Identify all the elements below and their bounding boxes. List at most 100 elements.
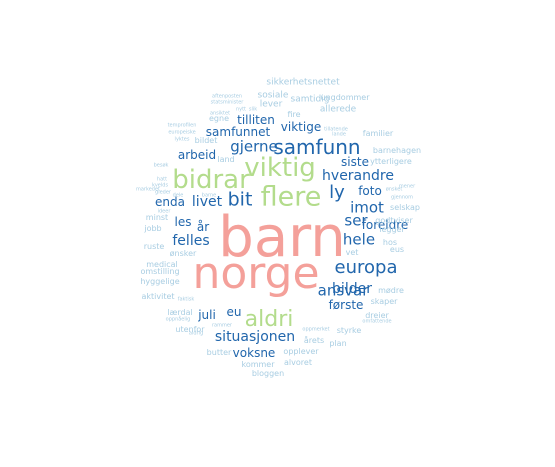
word-37: lever <box>259 99 283 110</box>
word-22: samfunnet <box>205 125 271 139</box>
word-60: hyggelige <box>140 277 180 286</box>
word-54: minst <box>145 213 169 222</box>
word-8: europa <box>334 257 398 278</box>
word-74: bloggen <box>251 369 285 378</box>
word-66: dreier <box>365 311 389 320</box>
word-41: allerede <box>319 104 357 115</box>
word-46: land <box>217 155 235 164</box>
word-30: foreldre <box>361 218 409 232</box>
word-39: ungdommer <box>320 93 370 102</box>
word-101: omfattende <box>362 318 392 325</box>
word-20: situasjonen <box>214 329 296 345</box>
word-9: bit <box>227 188 253 211</box>
word-10: ly <box>329 182 345 203</box>
word-79: ansiktet <box>209 110 231 117</box>
word-69: plan <box>329 339 347 348</box>
word-55: jobb <box>144 224 162 233</box>
word-43: familier <box>362 129 394 138</box>
word-34: voksne <box>232 346 276 360</box>
word-44: barnehagen <box>372 146 422 155</box>
word-56: ruste <box>143 242 165 251</box>
word-81: europeiske <box>168 129 196 136</box>
word-15: hele <box>342 230 376 249</box>
word-53: vet <box>345 248 359 257</box>
word-95: barne <box>201 192 217 199</box>
word-27: enda <box>155 195 185 209</box>
word-57: ønsker <box>169 249 197 258</box>
word-71: opplever <box>283 347 319 356</box>
word-63: skaper <box>370 297 398 306</box>
word-29: år <box>196 220 210 234</box>
word-21: arbeid <box>177 148 217 162</box>
word-26: foto <box>358 184 382 198</box>
word-61: aktivitet <box>141 292 175 301</box>
word-85: besøk <box>153 162 169 169</box>
word-88: gleder <box>155 189 171 196</box>
word-38: samtidig <box>290 94 330 105</box>
word-35: sikkerhetsnettet <box>266 77 340 88</box>
word-86: hatt <box>156 176 168 183</box>
word-2: norge <box>192 248 320 299</box>
word-92: mener <box>398 183 416 190</box>
word-51: hos <box>382 238 398 247</box>
word-94: dele <box>172 192 184 199</box>
word-7: samfunn <box>273 135 361 159</box>
word-68: årets <box>303 336 325 345</box>
word-67: styrke <box>336 326 362 335</box>
word-99: oppnåelig <box>165 316 191 323</box>
word-72: alvoret <box>284 358 312 367</box>
word-16: ansvar <box>317 281 369 300</box>
word-78: slik <box>248 106 258 113</box>
word-96: faktisk <box>177 296 195 303</box>
word-87: kvelds <box>151 182 169 189</box>
word-33: eu <box>226 305 242 319</box>
word-5: flere <box>260 181 322 213</box>
word-52: eus <box>389 245 405 254</box>
word-90: ønsket <box>385 186 403 193</box>
word-80: temprofilen <box>167 122 197 129</box>
word-12: hverandre <box>322 168 394 184</box>
word-73: kommer <box>241 360 275 369</box>
word-36: sosiale <box>257 90 289 101</box>
word-83: tillatende <box>324 126 348 133</box>
word-40: fire <box>287 110 301 119</box>
word-62: mødre <box>378 286 404 295</box>
word-49: selskap <box>390 203 420 212</box>
word-76: statsminister <box>210 99 244 106</box>
word-93: gjennom <box>391 194 413 201</box>
word-13: imot <box>350 198 384 217</box>
word-14: ser <box>344 211 368 230</box>
word-48: godtviser <box>375 216 413 225</box>
word-3: bidrar <box>172 165 250 195</box>
word-6: aldri <box>244 307 294 332</box>
word-58: medical <box>146 260 178 269</box>
word-97: oppmerket <box>302 326 330 333</box>
word-25: siste <box>341 155 369 169</box>
word-59: omstilling <box>140 267 180 276</box>
word-11: gjerne <box>230 137 278 156</box>
word-91: ideer <box>157 208 171 215</box>
word-47: bildet <box>194 136 218 145</box>
word-84: lande <box>332 131 346 138</box>
word-75: aftenposten <box>212 93 242 100</box>
word-17: felles <box>172 233 210 249</box>
word-50: legger <box>379 225 405 234</box>
word-98: rammer <box>212 322 232 329</box>
word-32: juli <box>198 308 216 322</box>
word-77: nytt <box>235 106 247 113</box>
word-4: viktig <box>244 153 316 183</box>
word-45: ytterligere <box>370 157 412 166</box>
word-28: les <box>174 215 192 229</box>
word-70: butter <box>206 348 232 357</box>
word-64: lærdal <box>167 308 193 317</box>
word-31: første <box>328 298 364 312</box>
word-19: livet <box>191 194 223 210</box>
word-18: bilder <box>332 281 372 297</box>
word-100: aldrig <box>188 330 204 337</box>
word-89: markedet <box>136 186 160 193</box>
word-82: lyktes <box>174 136 190 143</box>
word-42: egne <box>209 114 229 123</box>
word-23: tilliten <box>237 113 275 127</box>
word-65: utenfor <box>175 325 205 334</box>
